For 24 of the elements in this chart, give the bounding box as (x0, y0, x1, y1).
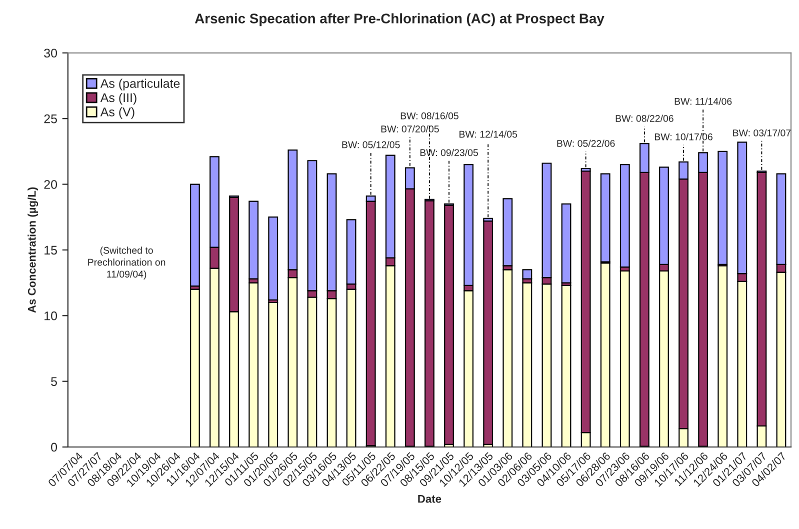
legend-label: As (III) (100, 92, 136, 105)
annotation: BW: 12/14/05 (460, 130, 518, 138)
chart-title: Arsenic Specation after Pre-Chlorination (AC) at Prospect Bay (194, 13, 604, 26)
legend-label: As (V) (100, 107, 134, 119)
annotation: BW: 08/16/05 (400, 112, 458, 120)
legend-label: As (particulate (100, 78, 180, 90)
y-axis-title: As Concentration (µg/L) (28, 187, 38, 313)
y-tick-label: 15 (44, 246, 57, 255)
annotation: BW: 11/14/06 (674, 98, 732, 105)
annotation: BW: 05/22/06 (557, 140, 615, 147)
annotation: BW: 05/12/05 (342, 141, 400, 148)
y-tick-label: 0 (51, 442, 58, 452)
y-tick-label: 5 (51, 377, 57, 386)
y-tick-label: 25 (44, 114, 57, 124)
annotation: BW: 03/17/07 (733, 129, 791, 136)
y-tick-label: 30 (44, 48, 58, 58)
annotation: BW: 08/22/06 (616, 114, 674, 122)
x-axis-title: Date (418, 495, 442, 503)
y-tick-label: 10 (44, 311, 58, 320)
annotation: BW: 10/17/06 (654, 133, 712, 140)
y-tick-label: 20 (44, 180, 58, 189)
annotation: BW: 07/20/05 (381, 125, 439, 132)
annotation: BW: 09/23/05 (420, 148, 478, 156)
annotation: (Switched to Prechlorination on 11/09/04) (88, 246, 166, 280)
